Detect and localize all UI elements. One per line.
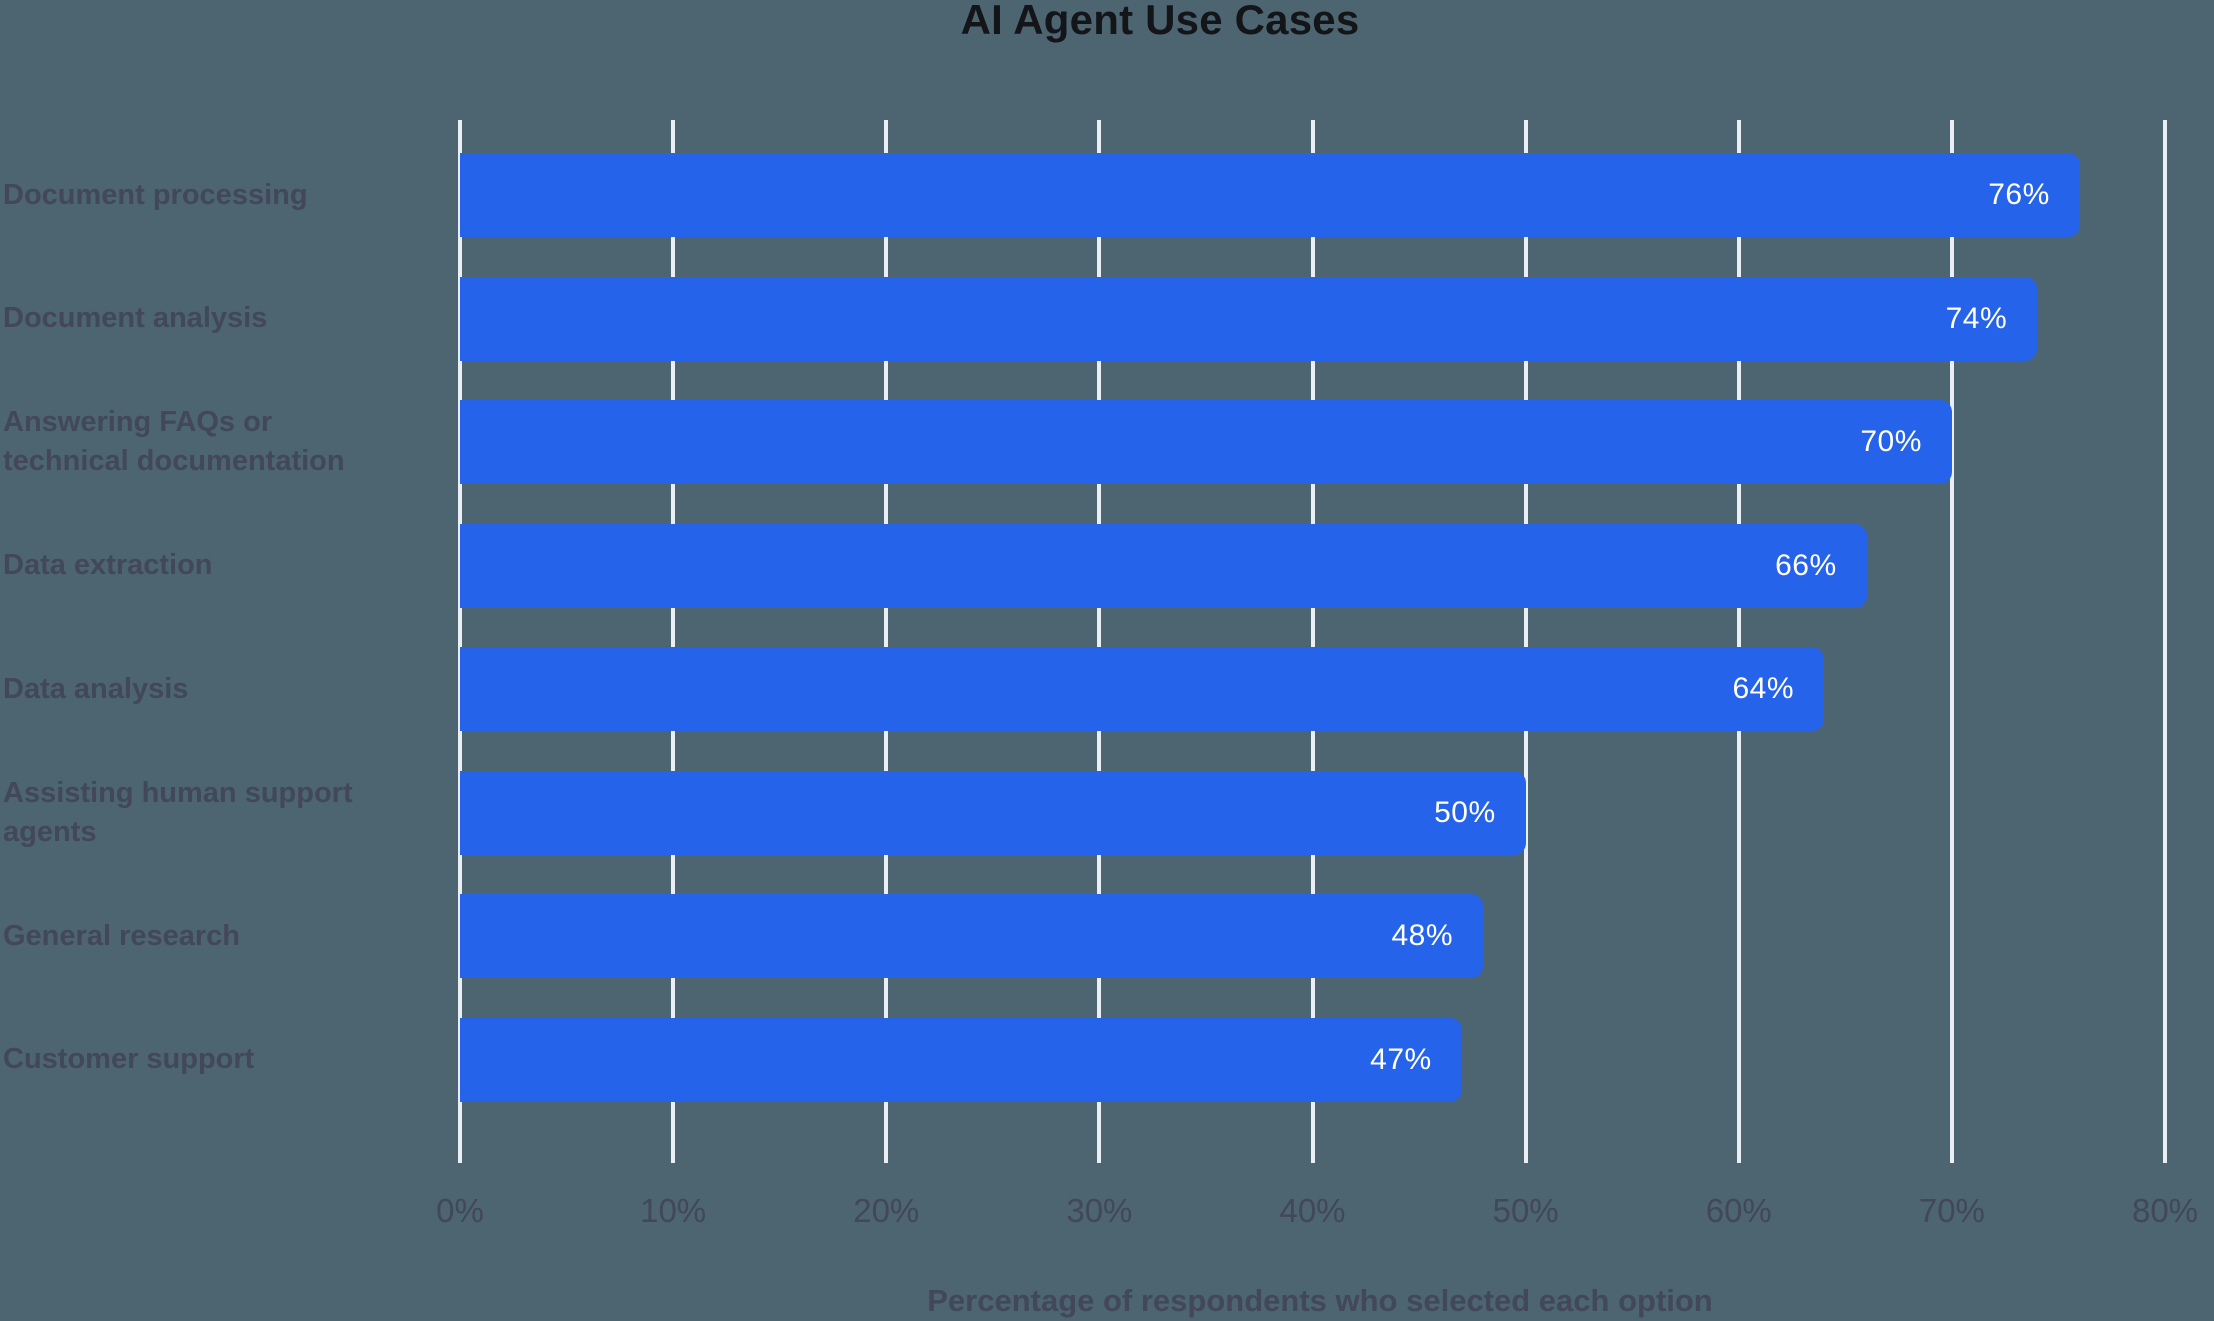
category-label: Data extraction (3, 549, 213, 582)
gridline (1097, 120, 1102, 1163)
gridline (671, 120, 676, 1163)
x-tick-label: 60% (1705, 1192, 1772, 1229)
gridline (1523, 120, 1528, 1163)
category-label: Document processing (3, 178, 308, 211)
bar: 70% (460, 400, 1952, 485)
value-label: 70% (1860, 425, 1922, 459)
x-tick-label: 30% (1066, 1192, 1133, 1229)
bar: 48% (460, 894, 1483, 979)
chart-title: AI Agent Use Cases (960, 0, 1360, 43)
x-tick-label: 10% (640, 1192, 707, 1229)
bar: 76% (460, 153, 2080, 237)
value-label: 66% (1775, 548, 1837, 582)
category-label: Document analysis (3, 302, 268, 335)
value-label: 76% (1988, 178, 2050, 211)
value-label: 48% (1391, 919, 1453, 953)
value-label: 50% (1434, 795, 1496, 829)
bar: 47% (460, 1017, 1462, 1102)
category-label: Customer support (3, 1043, 255, 1076)
bar: 74% (460, 276, 2038, 361)
x-tick-label: 40% (1279, 1192, 1346, 1229)
gridline (1736, 120, 1741, 1163)
gridline (1949, 120, 1954, 1163)
x-axis-label: Percentage of respondents who selected e… (927, 1283, 1713, 1318)
x-tick-label: 50% (1492, 1192, 1559, 1229)
category-label: Assisting human support agents (3, 776, 353, 848)
gridline (458, 120, 462, 1163)
x-tick-label: 20% (853, 1192, 920, 1229)
bar: 66% (460, 523, 1867, 608)
category-label: General research (3, 919, 240, 952)
value-label: 74% (1945, 301, 2008, 335)
gridline (884, 120, 889, 1163)
x-tick-label: 0% (436, 1192, 484, 1229)
x-tick-label: 70% (1918, 1192, 1985, 1229)
x-tick-label: 80% (2131, 1192, 2199, 1229)
bar: 64% (460, 647, 1824, 732)
category-label: Data analysis (3, 672, 189, 705)
value-label: 47% (1370, 1042, 1432, 1076)
value-label: 64% (1732, 672, 1794, 706)
gridline (2163, 120, 2167, 1163)
gridline (1310, 120, 1315, 1163)
category-label: Answering FAQs or technical documentatio… (3, 406, 345, 478)
bar: 50% (460, 770, 1526, 855)
